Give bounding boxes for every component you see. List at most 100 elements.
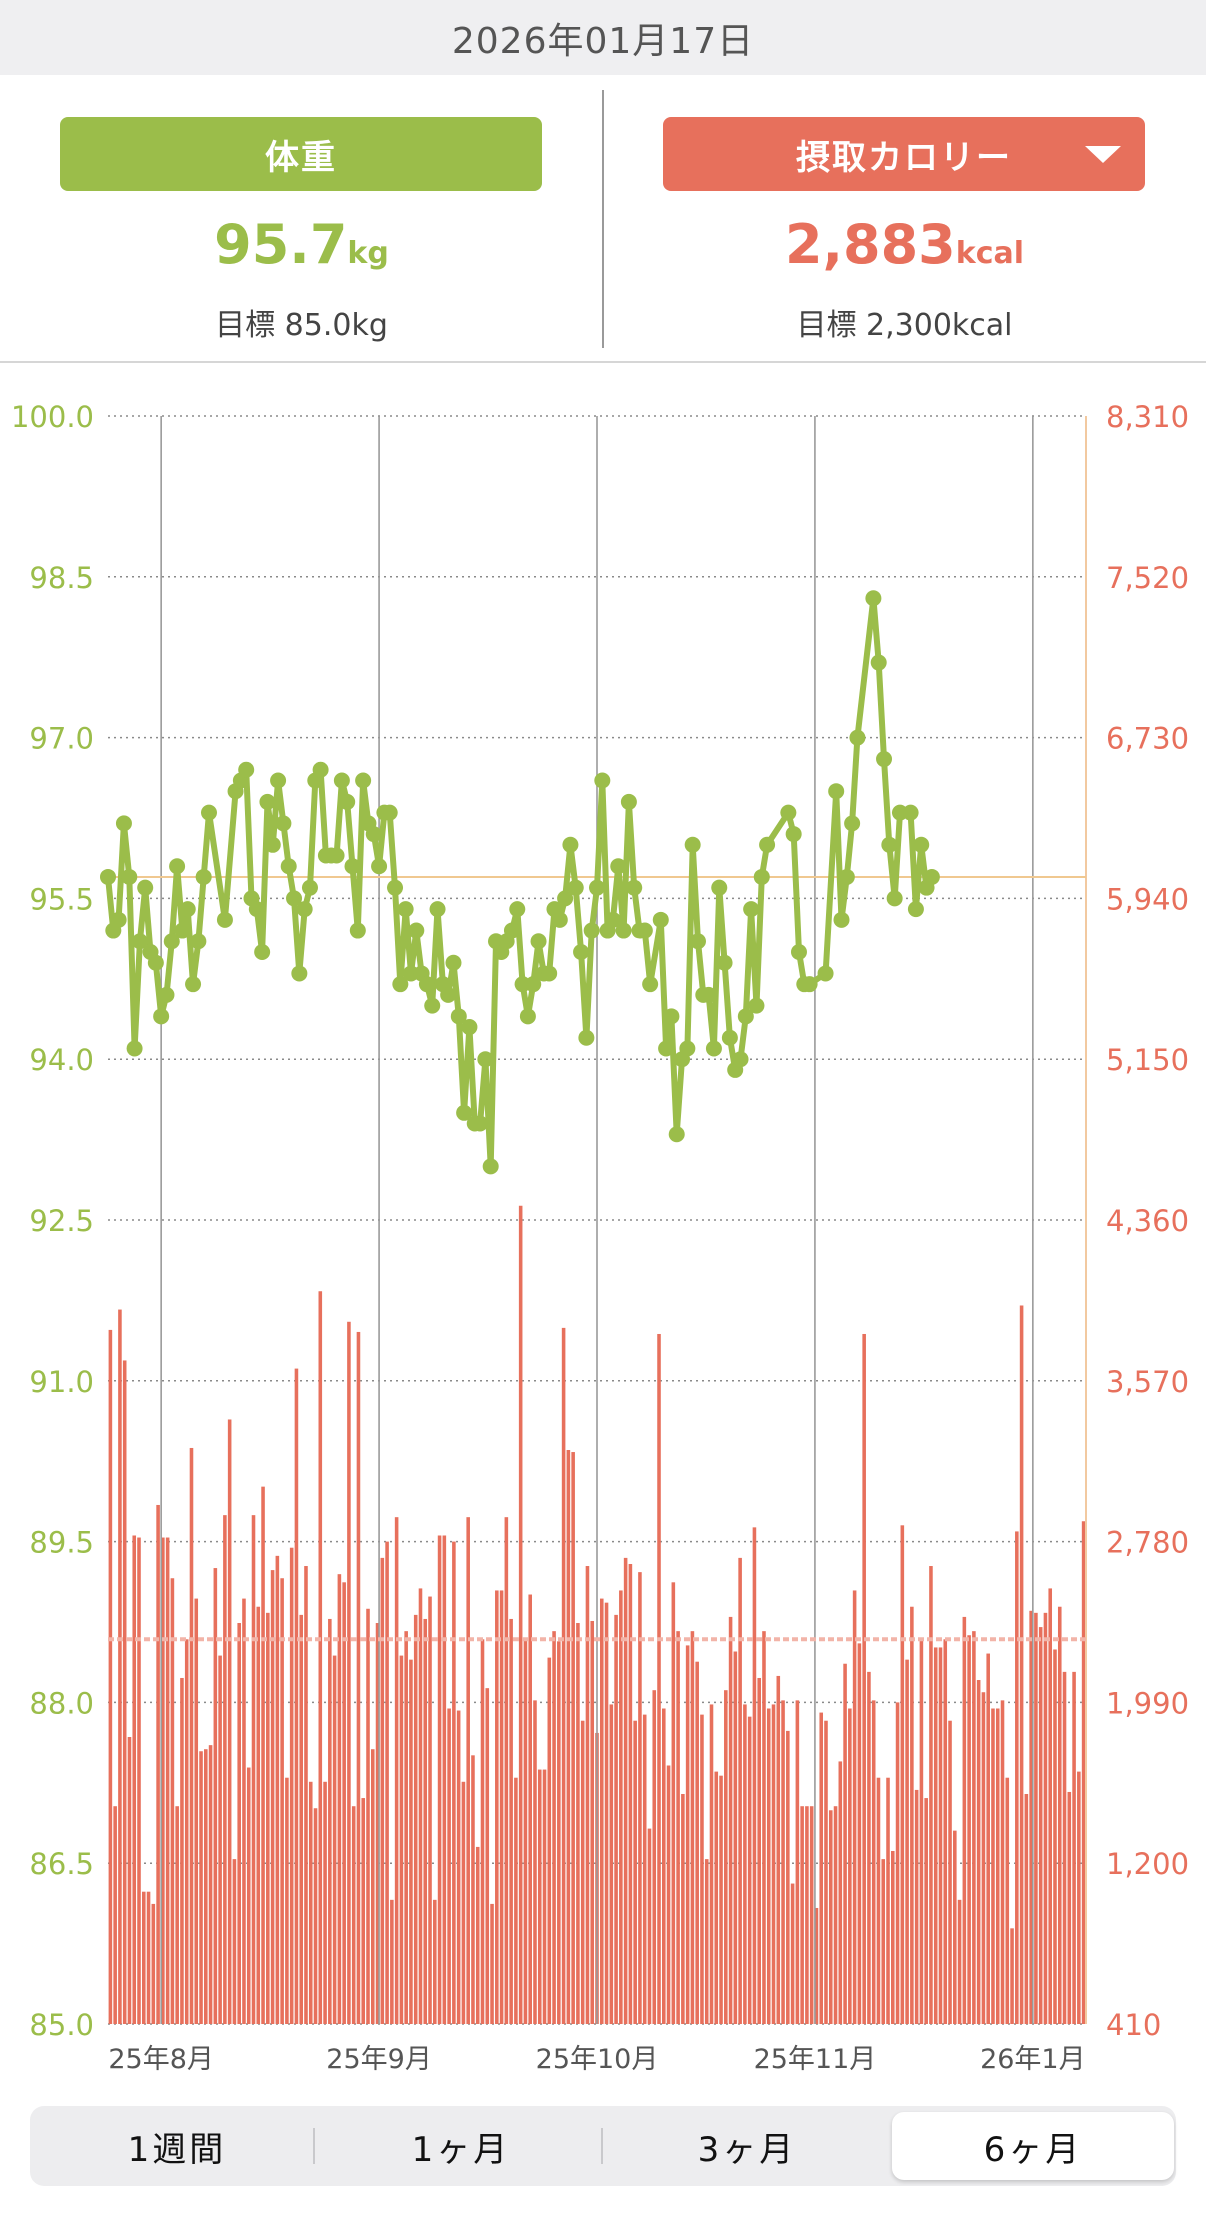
weight-point	[562, 836, 579, 853]
x-axis-ticks: 25年8月 25年9月 25年10月 25年11月 26年1月	[108, 2044, 1085, 2075]
calorie-bar	[232, 1859, 237, 2024]
weight-point	[397, 901, 414, 918]
weight-button[interactable]: 体重	[60, 117, 542, 191]
calorie-bar	[218, 1655, 222, 2024]
calorie-button-label: 摂取カロリー	[796, 137, 1012, 178]
calorie-bar	[709, 1704, 714, 2024]
calorie-bar	[929, 1566, 933, 2024]
calorie-bar	[814, 1907, 819, 2024]
weight-point	[137, 879, 154, 896]
calorie-bar	[394, 1517, 399, 2024]
calorie-bar	[924, 1798, 928, 2024]
weight-point	[679, 1040, 696, 1057]
calorie-bar	[189, 1447, 194, 2024]
calorie-bar	[905, 1659, 909, 2024]
weight-point	[759, 836, 776, 853]
range-tab-6month[interactable]: 6ヶ月	[892, 2112, 1174, 2180]
weight-point	[387, 879, 404, 896]
calorie-bar	[161, 1537, 165, 2024]
calorie-bar	[771, 1704, 776, 2024]
calorie-bar	[285, 1777, 289, 2024]
calorie-bar	[862, 1333, 866, 2024]
calorie-bar	[466, 1517, 470, 2024]
calorie-bar	[642, 1714, 647, 2024]
calorie-bar	[1024, 1793, 1029, 2024]
weight-panel: 体重 95.7kg 目標 85.0kg	[0, 75, 603, 361]
month-gridlines	[160, 416, 1087, 2024]
calorie-bar	[891, 1850, 895, 2024]
weight-point	[503, 922, 520, 939]
weight-point	[126, 1040, 143, 1057]
calorie-bar	[766, 1708, 771, 2024]
calorie-bar	[700, 1714, 704, 2024]
weight-point	[626, 879, 643, 896]
calorie-dropdown-button[interactable]: 摂取カロリー	[663, 117, 1145, 191]
weight-point	[110, 911, 127, 928]
range-tab-1month[interactable]: 1ヶ月	[320, 2112, 602, 2180]
calorie-bar	[852, 1590, 857, 2024]
weight-calorie-chart: 100.0 98.5 97.0 95.5 94.0 92.5 91.0 89.5 88.0 86.…	[11, 400, 1189, 2075]
weight-point	[472, 1115, 489, 1132]
calorie-bar	[170, 1578, 175, 2024]
calorie-bar	[447, 1708, 451, 2024]
calorie-bar	[1062, 1671, 1067, 2024]
calorie-bar	[967, 1635, 971, 2024]
calorie-bar	[351, 1806, 356, 2024]
weight-point	[248, 901, 265, 918]
weight-point	[344, 858, 361, 875]
calorie-bar	[976, 1680, 981, 2024]
weight-point	[100, 868, 116, 885]
calorie-bar	[375, 1623, 380, 2024]
calorie-bar	[537, 1769, 542, 2024]
right-axis-tick: 8,310	[1106, 400, 1189, 434]
weight-point	[711, 879, 728, 896]
header-divider	[0, 361, 1206, 363]
calorie-bar	[714, 1771, 719, 2024]
calorie-bar	[533, 1700, 537, 2024]
calorie-bar	[919, 1639, 924, 2024]
calorie-bar	[261, 1486, 265, 2024]
calorie-bar	[728, 1616, 733, 2024]
weight-point	[923, 868, 940, 885]
x-axis-tick: 25年11月	[754, 2044, 877, 2075]
calorie-bar	[523, 1639, 528, 2024]
range-tab-3month[interactable]: 3ヶ月	[606, 2112, 888, 2180]
weight-point	[737, 1008, 754, 1025]
weight-point	[615, 922, 632, 939]
weight-point	[620, 793, 637, 810]
weight-point	[254, 944, 271, 960]
calorie-bar	[1057, 1606, 1062, 2024]
weight-point	[429, 901, 446, 918]
weight-point	[153, 1008, 170, 1025]
calorie-bar	[1053, 1649, 1057, 2024]
calorie-bar	[876, 1777, 881, 2024]
calorie-bar	[795, 1700, 800, 2024]
range-tab-1week[interactable]: 1週間	[36, 2112, 318, 2180]
calorie-bar	[204, 1749, 208, 2024]
weight-point	[849, 729, 866, 746]
calorie-bar	[461, 1781, 466, 2024]
calorie-bar	[542, 1769, 547, 2024]
calorie-bar	[456, 1710, 461, 2024]
calorie-bar	[146, 1891, 151, 2024]
calorie-bar	[571, 1452, 575, 2024]
weight-point	[147, 954, 164, 971]
weight-point	[684, 836, 701, 853]
calorie-bar	[509, 1618, 513, 2024]
weight-point	[658, 1040, 675, 1057]
calorie-bar	[423, 1618, 428, 2024]
weight-point	[185, 976, 202, 993]
weight-point	[530, 933, 547, 950]
weight-point	[567, 879, 584, 896]
calorie-bar	[1067, 1791, 1072, 2024]
weight-point	[115, 815, 132, 832]
weight-point	[589, 879, 605, 896]
weight-point	[732, 1051, 749, 1068]
weight-point	[296, 901, 313, 918]
weight-point	[259, 793, 276, 810]
calorie-bar	[886, 1777, 890, 2024]
calorie-bar	[518, 1205, 523, 2024]
calorie-bar	[266, 1612, 270, 2024]
weight-point	[264, 836, 281, 853]
weight-point	[312, 761, 329, 778]
